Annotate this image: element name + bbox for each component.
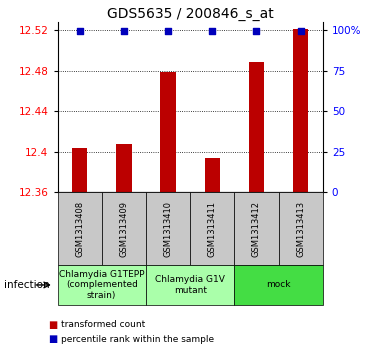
Point (298, 28, 303, 34)
Point (253, 28, 259, 34)
Bar (146, 192, 190, 265)
Bar (102, 192, 146, 265)
Bar (249, 62, 264, 192)
Title: GDS5635 / 200846_s_at: GDS5635 / 200846_s_at (107, 7, 273, 21)
Bar (204, 158, 220, 192)
Bar (279, 192, 323, 265)
Bar (146, 265, 234, 305)
Bar (72, 148, 87, 192)
Text: GSM1313413: GSM1313413 (296, 201, 305, 257)
Point (209, 28, 215, 34)
Bar (190, 192, 234, 265)
Bar (58, 192, 102, 265)
Point (165, 28, 171, 34)
Text: mock: mock (266, 281, 291, 289)
Text: GSM1313408: GSM1313408 (75, 201, 84, 257)
Text: ■: ■ (48, 320, 58, 330)
Bar (293, 29, 308, 192)
Text: GSM1313410: GSM1313410 (164, 201, 173, 257)
Bar (234, 192, 279, 265)
Bar (116, 144, 132, 192)
Point (77, 28, 83, 34)
Text: infection: infection (4, 280, 49, 290)
Text: ■: ■ (48, 334, 58, 344)
Bar (234, 265, 323, 305)
Text: transformed count: transformed count (61, 321, 145, 329)
Text: GSM1313411: GSM1313411 (208, 201, 217, 257)
Text: Chlamydia G1TEPP
(complemented
strain): Chlamydia G1TEPP (complemented strain) (59, 270, 144, 300)
Text: GSM1313409: GSM1313409 (119, 201, 128, 257)
Text: GSM1313412: GSM1313412 (252, 201, 261, 257)
Text: Chlamydia G1V
mutant: Chlamydia G1V mutant (155, 275, 225, 295)
Bar (160, 72, 176, 192)
Bar (58, 265, 146, 305)
Text: percentile rank within the sample: percentile rank within the sample (61, 335, 214, 344)
Point (121, 28, 127, 34)
